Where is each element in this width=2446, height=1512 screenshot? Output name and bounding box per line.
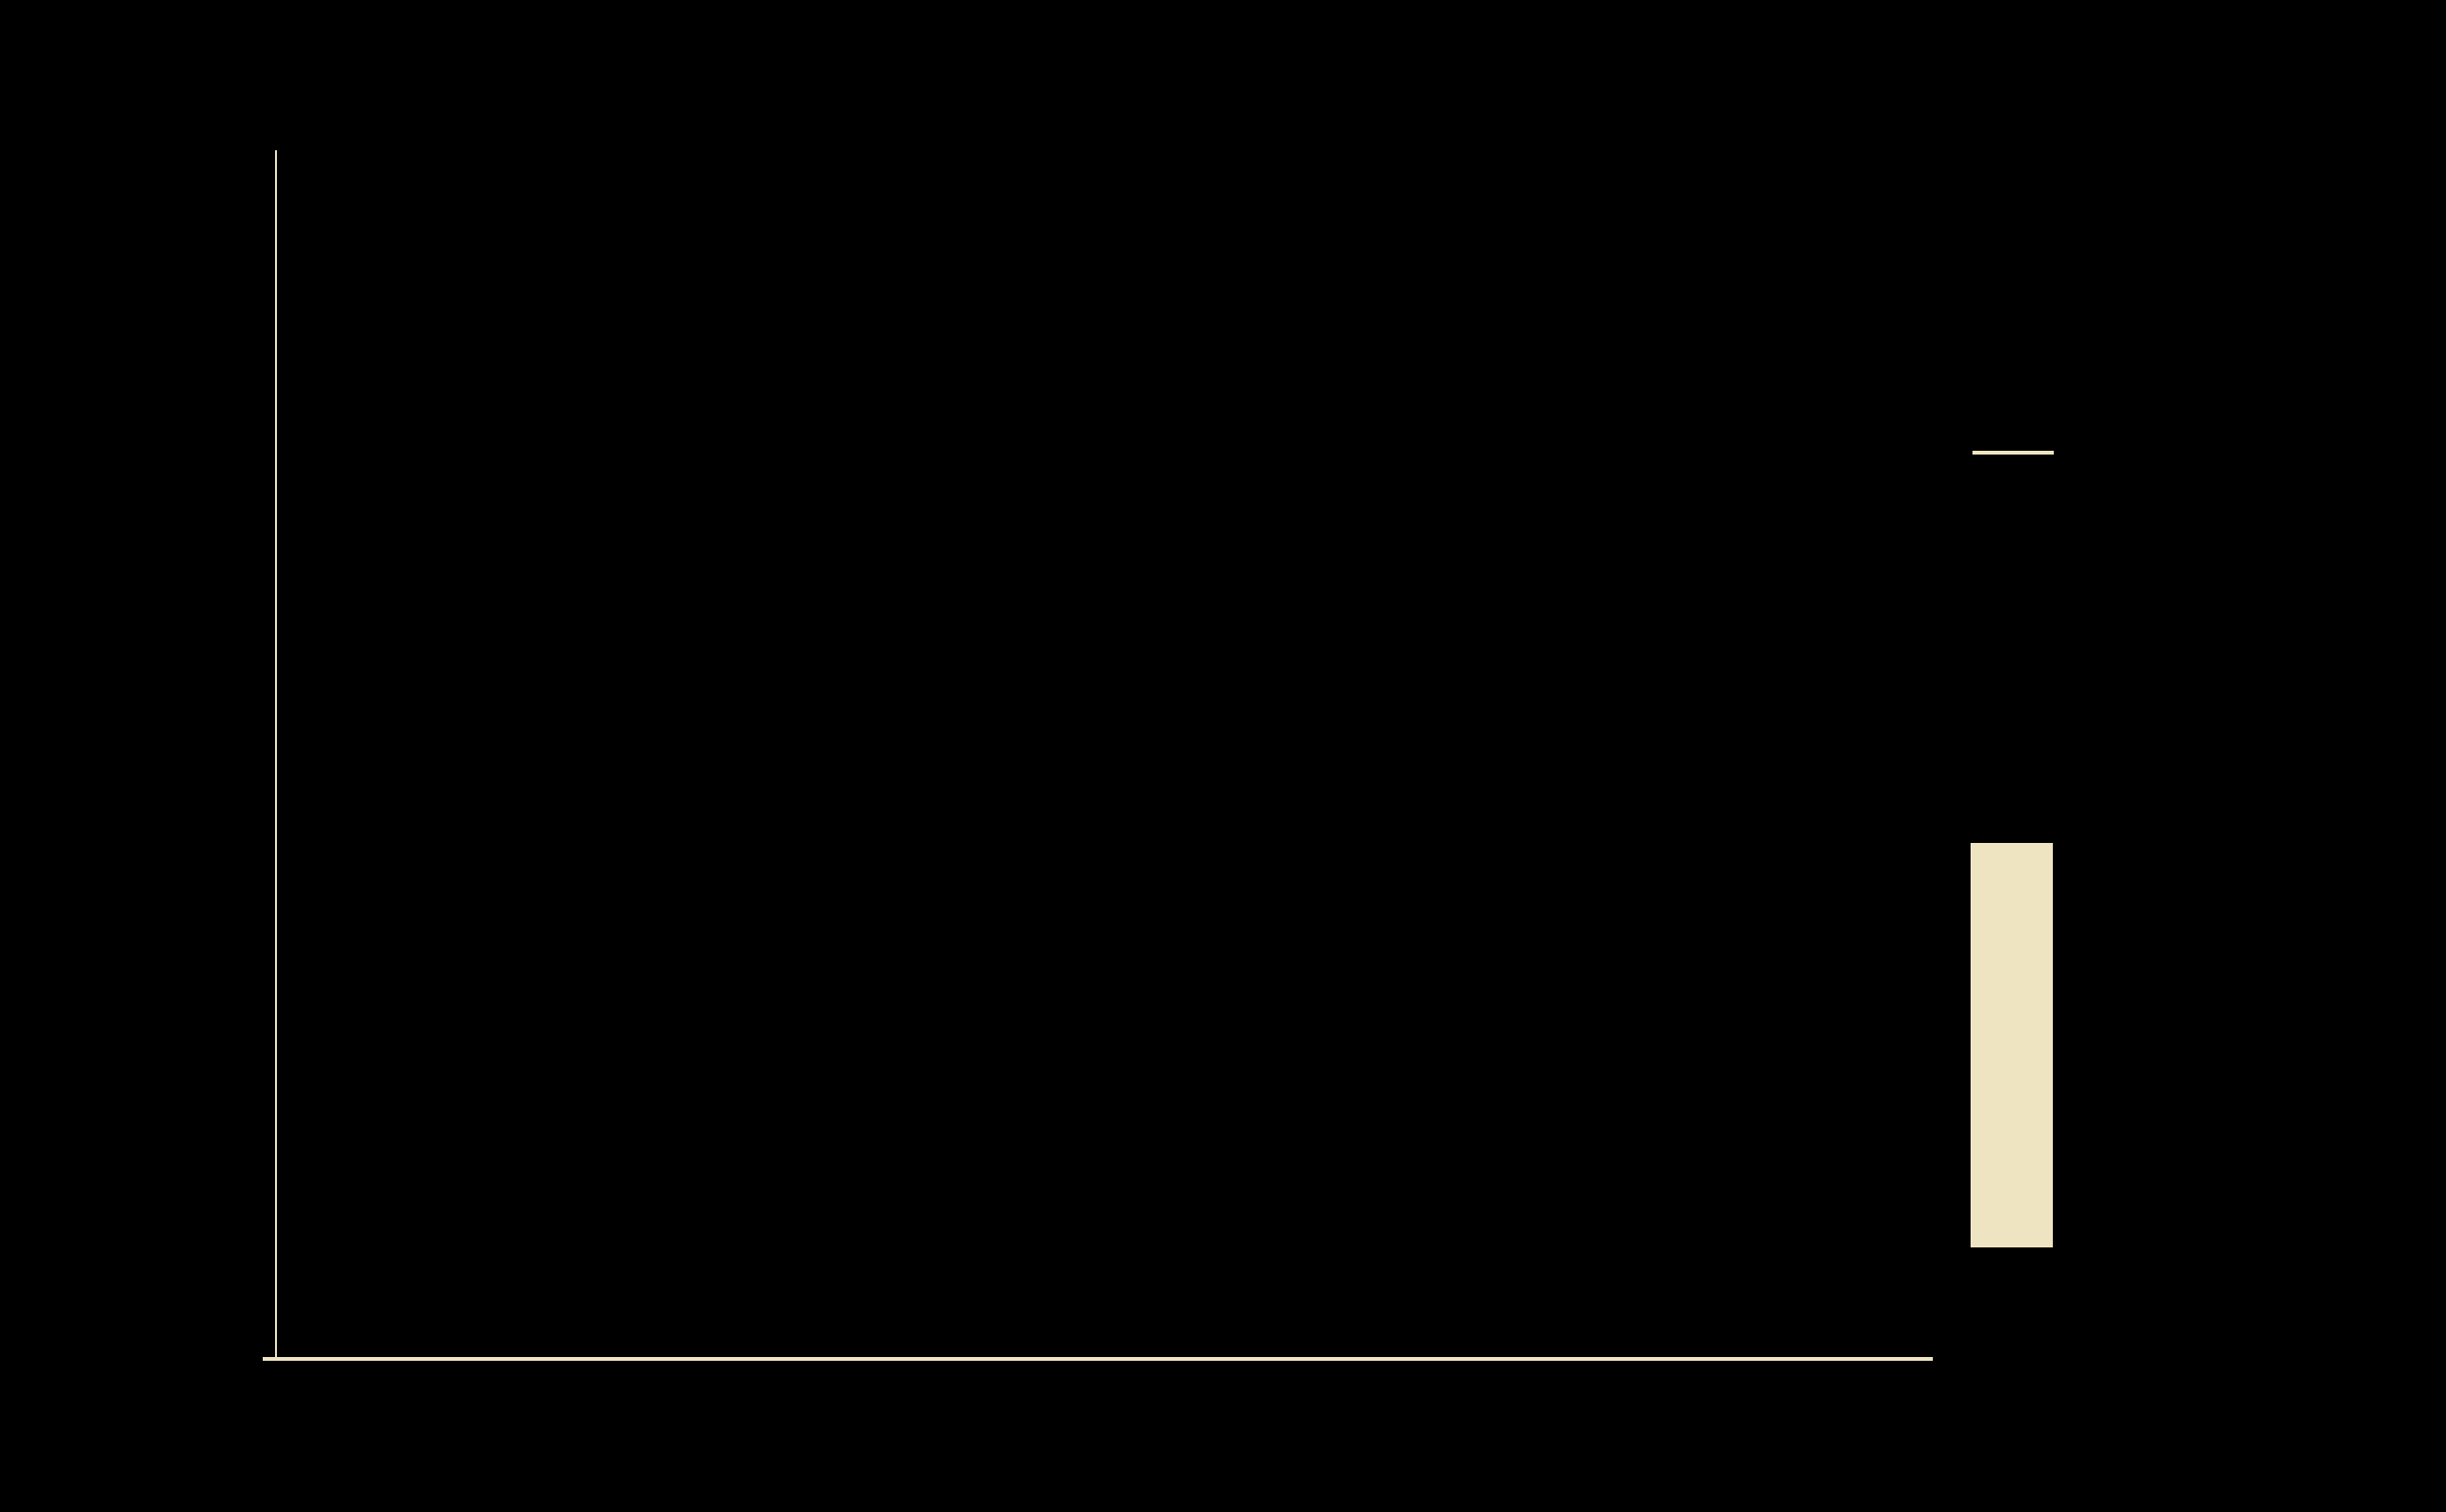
x-axis-spine (263, 1357, 1933, 1361)
y-axis-spine (275, 150, 277, 1360)
legend-detected-patch-swatch (1971, 843, 2053, 1247)
legend-valid-line-swatch (1972, 451, 2054, 455)
